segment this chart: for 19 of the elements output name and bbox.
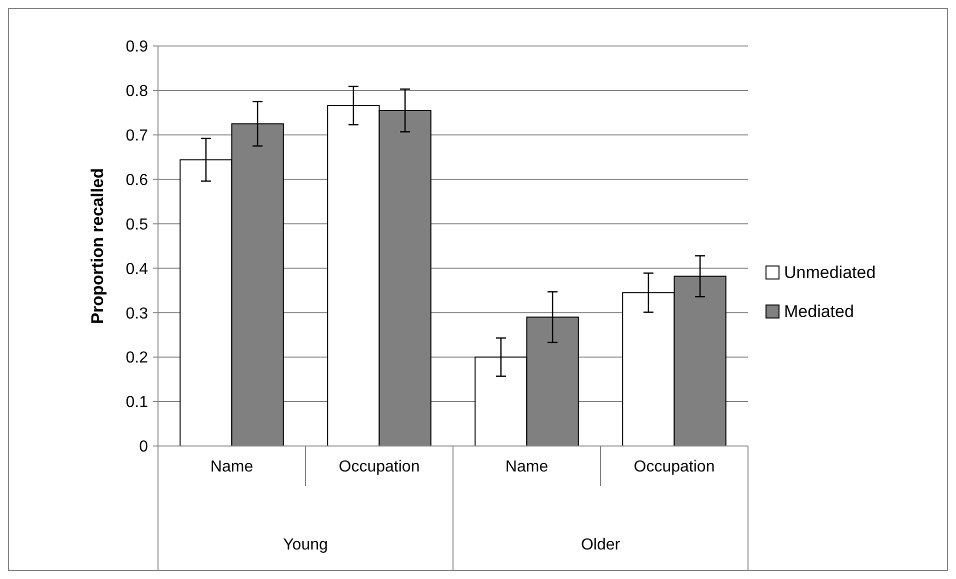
y-tick-label: 0.6: [126, 172, 148, 189]
y-tick-label: 0.5: [126, 216, 148, 234]
y-tick-label: 0.4: [126, 260, 148, 278]
legend-label: Mediated: [784, 302, 854, 321]
y-tick-label: 0.7: [126, 127, 148, 144]
text: Older: [580, 536, 621, 554]
y-tick-label: 0: [139, 438, 148, 456]
x-tick-label: Occupation: [338, 458, 420, 476]
x-tick-label: Occupation: [634, 458, 715, 476]
y-tick-label: 0.3: [126, 305, 148, 322]
y-axis-title: Proportion recalled: [88, 168, 107, 324]
y-tick-label: 0.1: [126, 394, 148, 412]
text: Young: [283, 536, 328, 554]
y-tick-label: 0.9: [126, 38, 148, 56]
y-tick-label: 0.8: [126, 83, 148, 100]
y-tick-label: 0.2: [126, 350, 148, 367]
legend-label: Unmediated: [784, 262, 876, 282]
x-tick-label: Name: [210, 458, 254, 476]
x-tick-label: Name: [505, 458, 548, 476]
